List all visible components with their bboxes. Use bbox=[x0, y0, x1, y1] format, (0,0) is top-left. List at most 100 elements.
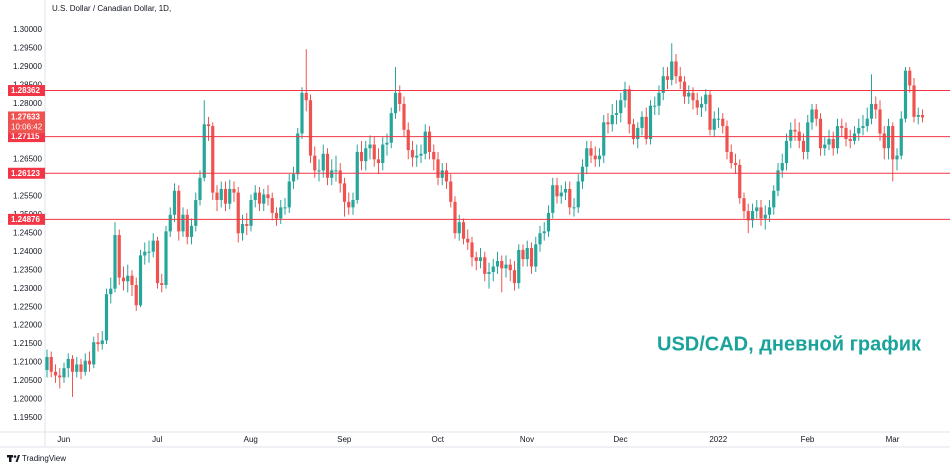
candle-body bbox=[257, 192, 262, 204]
candle-body bbox=[840, 126, 844, 128]
candle-body bbox=[419, 153, 423, 156]
candle-body bbox=[436, 159, 440, 178]
candle-body bbox=[772, 190, 776, 208]
candle-body bbox=[321, 153, 325, 171]
candle-body bbox=[83, 360, 87, 372]
candle-body bbox=[134, 284, 138, 306]
candle-body bbox=[551, 185, 555, 213]
candle-body bbox=[508, 264, 512, 271]
candle-body bbox=[780, 163, 784, 171]
candle-body bbox=[708, 94, 712, 130]
candle-body bbox=[385, 142, 389, 145]
candle-body bbox=[818, 118, 823, 149]
candle-body bbox=[236, 192, 240, 234]
y-tick-label: 1.29500 bbox=[13, 44, 42, 53]
candle-body bbox=[300, 92, 304, 134]
brand-logo bbox=[7, 455, 20, 462]
candle-body bbox=[784, 140, 789, 164]
candle-body bbox=[657, 92, 661, 106]
candle-body bbox=[351, 199, 355, 208]
candle-body bbox=[249, 199, 253, 226]
candle-body bbox=[364, 148, 368, 162]
candle-body bbox=[648, 105, 653, 140]
candle-body bbox=[716, 118, 721, 120]
level-label-box bbox=[8, 213, 45, 225]
candle-body bbox=[555, 185, 559, 197]
candle-body bbox=[529, 248, 534, 267]
candle-body bbox=[478, 257, 483, 261]
level-label-box bbox=[8, 131, 45, 143]
candle-body bbox=[406, 129, 410, 151]
candle-body bbox=[746, 211, 750, 221]
candle-body bbox=[704, 94, 708, 104]
candle-body bbox=[206, 124, 211, 127]
y-tick-label: 1.20000 bbox=[13, 395, 42, 404]
y-tick-label: 1.24000 bbox=[13, 247, 42, 256]
candle-body bbox=[844, 127, 848, 140]
candle-body bbox=[168, 214, 172, 232]
candle-body bbox=[597, 155, 602, 160]
candle-body bbox=[614, 113, 619, 115]
candle-body bbox=[410, 150, 415, 158]
candle-body bbox=[313, 155, 317, 171]
candle-body bbox=[283, 207, 287, 209]
candle-body bbox=[432, 151, 436, 160]
candle-body bbox=[372, 144, 376, 160]
candle-body bbox=[262, 194, 266, 204]
annotation: USD/CAD, дневной график bbox=[657, 333, 922, 355]
candle-body bbox=[576, 181, 580, 208]
y-tick-label: 1.28000 bbox=[13, 99, 42, 108]
candle-body bbox=[58, 375, 62, 378]
level-label: 1.28362 bbox=[11, 86, 40, 95]
candle-body bbox=[143, 251, 147, 256]
x-tick-label: Mar bbox=[886, 435, 900, 444]
candle-body bbox=[640, 116, 644, 128]
candle-body bbox=[712, 118, 716, 130]
x-tick-label: 2022 bbox=[709, 435, 727, 444]
candle-body bbox=[729, 151, 733, 164]
candle-body bbox=[338, 170, 342, 184]
candle-body bbox=[181, 214, 185, 232]
candle-body bbox=[861, 126, 865, 128]
candle-body bbox=[487, 272, 491, 274]
x-tick-label: Jul bbox=[152, 435, 162, 444]
candle-body bbox=[563, 188, 568, 193]
x-tick-label: Sep bbox=[337, 435, 352, 444]
chart-title: U.S. Dollar / Canadian Dollar, 1D, bbox=[52, 4, 171, 13]
level-label-box bbox=[8, 167, 45, 179]
y-tick-label: 1.30000 bbox=[13, 25, 42, 34]
candle-body bbox=[287, 181, 291, 208]
candle-body bbox=[155, 240, 160, 284]
candle-body bbox=[147, 251, 151, 253]
candle-body bbox=[49, 357, 53, 372]
x-tick-label: Dec bbox=[613, 435, 627, 444]
candle-body bbox=[359, 151, 364, 162]
candle-body bbox=[835, 126, 840, 149]
candle-body bbox=[521, 249, 525, 260]
candle-body bbox=[738, 164, 742, 199]
candle-body bbox=[593, 155, 597, 160]
y-tick-label: 1.21500 bbox=[13, 339, 42, 348]
candle-body bbox=[483, 257, 487, 274]
candle-body bbox=[610, 114, 614, 125]
candle-body bbox=[823, 144, 827, 149]
candle-body bbox=[304, 92, 308, 101]
candle-body bbox=[920, 114, 925, 118]
candle-body bbox=[542, 231, 546, 234]
candle-body bbox=[733, 163, 738, 165]
candle-body bbox=[755, 207, 759, 212]
candle-body bbox=[189, 225, 194, 237]
candle-body bbox=[874, 103, 878, 110]
candle-body bbox=[126, 275, 130, 282]
y-tick-label: 1.22000 bbox=[13, 321, 42, 330]
candle-body bbox=[109, 288, 113, 295]
candle-body bbox=[121, 277, 126, 282]
candle-body bbox=[223, 188, 228, 204]
candle-body bbox=[491, 266, 495, 273]
candle-body bbox=[66, 358, 70, 369]
candle-body bbox=[45, 357, 49, 370]
candle-body bbox=[534, 244, 538, 267]
y-tick-label: 1.21000 bbox=[13, 358, 42, 367]
candle-body bbox=[53, 371, 58, 376]
